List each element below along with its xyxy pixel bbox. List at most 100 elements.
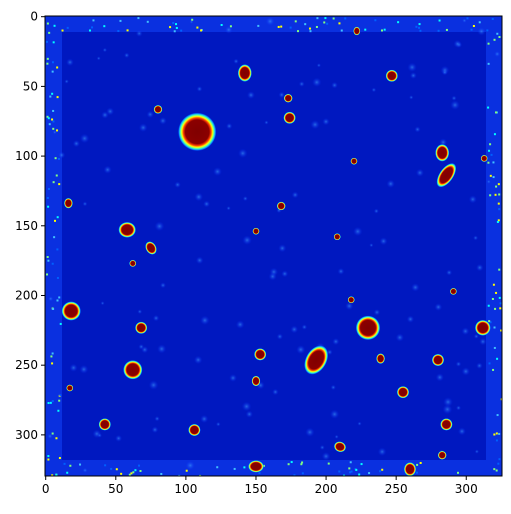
- faint-spot: [305, 427, 315, 437]
- border-noise: [497, 219, 500, 222]
- border-noise: [489, 174, 492, 177]
- border-noise: [58, 296, 61, 299]
- border-noise: [51, 118, 54, 121]
- border-noise: [48, 123, 51, 126]
- border-noise: [492, 283, 495, 286]
- border-noise: [496, 357, 499, 360]
- bright-blob: [480, 154, 488, 162]
- image-background: [62, 32, 486, 460]
- bright-blob: [135, 321, 148, 334]
- border-noise: [416, 463, 419, 466]
- axes-frame: [44, 15, 503, 477]
- faint-spot: [152, 314, 160, 322]
- bright-blob: [385, 69, 398, 82]
- border-noise: [438, 19, 441, 22]
- faint-spot: [226, 122, 233, 130]
- border-noise: [349, 461, 352, 464]
- border-noise: [49, 95, 52, 98]
- border-noise: [419, 461, 422, 464]
- faint-spot: [79, 364, 89, 374]
- border-noise: [499, 302, 502, 305]
- border-noise: [199, 474, 202, 476]
- border-noise: [418, 23, 421, 26]
- faint-spot: [52, 130, 57, 135]
- faint-spot: [486, 179, 492, 184]
- border-noise: [54, 219, 57, 222]
- border-noise: [52, 307, 55, 310]
- bright-blob: [353, 26, 361, 36]
- bright-blob: [474, 319, 491, 336]
- faint-spot: [138, 343, 145, 350]
- bright-blob: [61, 301, 81, 321]
- border-noise: [493, 468, 496, 471]
- x-tick-label: 50: [108, 482, 123, 496]
- faint-spot: [290, 325, 299, 334]
- bright-blob: [449, 287, 457, 295]
- faint-spot: [411, 283, 420, 292]
- x-tick-label: 150: [245, 482, 268, 496]
- border-noise: [364, 28, 367, 31]
- border-noise: [57, 409, 60, 412]
- faint-spot: [379, 237, 388, 246]
- faint-spot: [241, 401, 252, 412]
- border-noise: [368, 472, 371, 475]
- border-noise: [301, 461, 304, 464]
- border-noise: [492, 368, 495, 371]
- border-noise: [178, 474, 181, 476]
- border-noise: [52, 127, 55, 130]
- border-noise: [175, 26, 178, 29]
- bright-blob: [333, 441, 347, 453]
- faint-spot: [477, 27, 486, 36]
- border-noise: [88, 29, 91, 32]
- border-noise: [258, 472, 261, 475]
- border-noise: [51, 352, 54, 355]
- border-noise: [51, 61, 54, 64]
- border-noise: [349, 471, 352, 474]
- bright-blob: [376, 353, 385, 364]
- border-noise: [130, 472, 133, 475]
- faint-spot: [330, 384, 336, 391]
- bright-blob: [437, 450, 447, 460]
- border-noise: [498, 193, 501, 196]
- border-noise: [137, 17, 140, 20]
- border-noise: [383, 28, 386, 31]
- border-noise: [498, 432, 501, 435]
- border-noise: [379, 470, 382, 473]
- border-noise: [350, 470, 353, 473]
- border-noise: [499, 307, 502, 310]
- border-noise: [500, 329, 502, 332]
- border-noise: [46, 40, 49, 43]
- bright-blob: [123, 360, 143, 380]
- border-noise: [46, 57, 49, 60]
- y-tick-label: 100: [15, 149, 38, 163]
- bright-blob: [333, 233, 341, 241]
- faint-spot: [352, 226, 363, 237]
- faint-spot: [414, 126, 421, 133]
- border-noise: [52, 181, 55, 184]
- bright-blob: [252, 227, 260, 235]
- border-noise: [103, 25, 106, 28]
- border-noise: [172, 21, 175, 24]
- border-noise: [487, 161, 490, 164]
- border-noise: [491, 297, 494, 300]
- border-noise: [495, 469, 498, 472]
- faint-spot: [415, 168, 424, 177]
- border-noise: [304, 23, 307, 26]
- faint-spot: [159, 116, 167, 125]
- border-noise: [492, 176, 495, 179]
- border-noise: [54, 157, 57, 160]
- faint-spot: [203, 200, 211, 208]
- faint-spot: [185, 460, 196, 471]
- border-noise: [51, 474, 54, 476]
- x-tick-label: 0: [42, 482, 50, 496]
- border-noise: [46, 22, 49, 25]
- bright-blob: [177, 112, 217, 152]
- border-noise: [196, 26, 199, 29]
- border-noise: [358, 473, 361, 476]
- border-noise: [58, 457, 61, 460]
- border-noise: [79, 463, 82, 466]
- border-noise: [500, 398, 502, 401]
- x-tick-label: 200: [315, 482, 338, 496]
- faint-spot: [79, 133, 90, 144]
